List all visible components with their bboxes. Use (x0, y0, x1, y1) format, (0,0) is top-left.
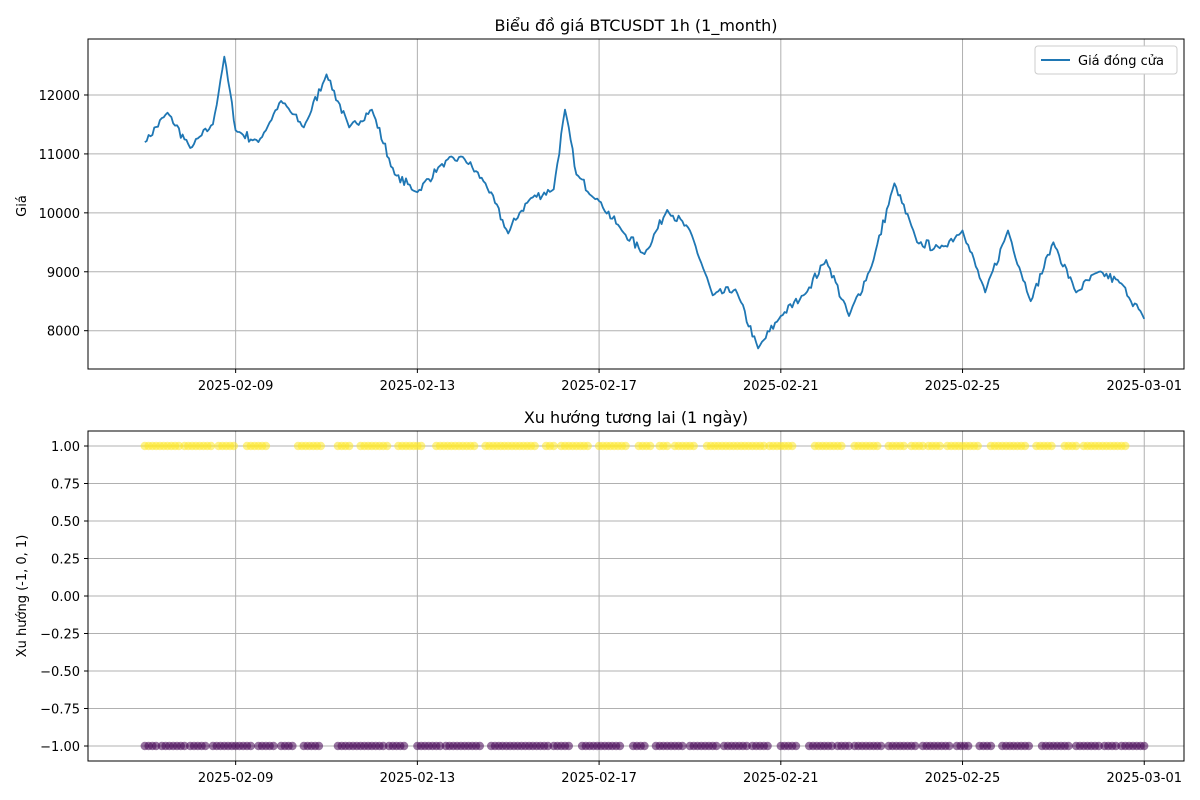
trend-chart-title: Xu hướng tương lai (1 ngày) (524, 408, 748, 427)
trend-point-up (837, 441, 846, 451)
trend-point-down (399, 741, 409, 751)
trend-point-down (246, 741, 255, 751)
y-tick-label: 12000 (39, 89, 80, 104)
trend-point-down (945, 741, 954, 751)
trend-point-down (1064, 741, 1073, 751)
trend-point-down (1140, 741, 1149, 751)
trend-point-down (640, 741, 649, 751)
x-tick-label: 2025-02-17 (561, 771, 637, 786)
trend-point-up (583, 441, 592, 451)
trend-point-up (206, 441, 216, 451)
trend-point-up (549, 441, 558, 451)
trend-point-up (788, 441, 797, 451)
trend-point-down (986, 741, 996, 751)
trend-point-up (1121, 441, 1130, 451)
trend-point-up (382, 441, 392, 451)
x-tick-label: 2025-03-01 (1106, 379, 1182, 394)
price-grid (88, 39, 1184, 369)
price-y-axis-label: Giá (15, 195, 30, 217)
y-tick-label: 0.50 (51, 515, 80, 530)
trend-point-down (288, 741, 297, 751)
trend-point-down (314, 741, 324, 751)
trend-grid (88, 431, 1184, 761)
price-plot-frame (87, 38, 1185, 370)
trend-point-up (345, 441, 354, 451)
trend-point-down (475, 741, 484, 751)
trend-point-down (678, 741, 687, 751)
trend-point-down (712, 741, 721, 751)
y-tick-label: 11000 (39, 148, 80, 163)
trend-point-up (1047, 441, 1056, 451)
price-series (144, 55, 1146, 350)
x-tick-label: 2025-02-09 (198, 379, 274, 394)
trend-point-down (791, 741, 801, 751)
trend-point-up (663, 441, 672, 451)
trend-point-up (1071, 441, 1081, 451)
trend-point-up (689, 441, 698, 451)
price-chart: Biểu đồ giá BTCUSDT 1h (1_month) Giá 202… (15, 16, 1185, 394)
trend-point-down (911, 741, 920, 751)
price-y-ticks: 8000 9000 10000 11000 12000 (39, 89, 88, 340)
trend-point-up (1020, 441, 1030, 451)
trend-point-down (876, 741, 886, 751)
trend-point-up (261, 441, 271, 451)
trend-point-down (763, 741, 772, 751)
legend-label-close-price: Giá đóng cửa (1078, 54, 1164, 69)
trend-point-up (470, 441, 479, 451)
legend-box (1034, 45, 1178, 75)
x-tick-label: 2025-03-01 (1106, 771, 1182, 786)
y-tick-label: −0.25 (40, 628, 80, 643)
x-tick-label: 2025-02-17 (561, 379, 637, 394)
trend-point-down (964, 741, 973, 751)
price-line-close (144, 55, 1146, 350)
trend-point-up (229, 441, 238, 451)
price-chart-title: Biểu đồ giá BTCUSDT 1h (1_month) (494, 16, 777, 36)
trend-point-up (530, 441, 539, 451)
x-tick-label: 2025-02-13 (380, 771, 456, 786)
trend-chart: Xu hướng tương lai (1 ngày) Xu hướng (-1… (15, 408, 1185, 786)
trend-point-up (646, 441, 655, 451)
y-tick-label: 1.00 (51, 440, 80, 455)
x-tick-label: 2025-02-21 (743, 379, 819, 394)
trend-point-down (201, 741, 210, 751)
trend-point-up (899, 441, 908, 451)
trend-point-down (269, 741, 278, 751)
y-tick-label: 0.75 (51, 478, 80, 493)
y-tick-label: 9000 (47, 266, 80, 281)
trend-point-down (564, 741, 573, 751)
trend-point-down (615, 741, 625, 751)
trend-x-ticks: 2025-02-09 2025-02-13 2025-02-17 2025-02-21… (198, 761, 1182, 786)
trend-point-down (1024, 741, 1034, 751)
trend-point-up (973, 441, 982, 451)
trend-point-up (935, 441, 944, 451)
trend-point-up (316, 441, 325, 451)
trend-y-ticks: −1.00 −0.75 −0.50 −0.25 0.00 0.25 0.50 0.75 1.00 (40, 440, 88, 755)
trend-point-up (621, 441, 630, 451)
x-tick-label: 2025-02-21 (743, 771, 819, 786)
x-tick-label: 2025-02-09 (198, 771, 274, 786)
x-tick-label: 2025-02-25 (925, 771, 1001, 786)
x-tick-label: 2025-02-25 (925, 379, 1001, 394)
trend-point-up (873, 441, 882, 451)
y-tick-label: −0.75 (40, 703, 80, 718)
y-tick-label: −0.50 (40, 665, 80, 680)
x-tick-label: 2025-02-13 (380, 379, 456, 394)
trend-y-axis-label: Xu hướng (-1, 0, 1) (15, 535, 30, 658)
price-legend: Giá đóng cửa (1034, 45, 1178, 75)
trend-point-up (417, 441, 426, 451)
y-tick-label: −1.00 (40, 740, 80, 755)
y-tick-label: 10000 (39, 207, 80, 222)
y-tick-label: 8000 (47, 325, 80, 340)
y-tick-label: 0.25 (51, 553, 80, 568)
price-x-ticks: 2025-02-09 2025-02-13 2025-02-17 2025-02-21… (198, 369, 1182, 394)
trend-series (140, 441, 1149, 751)
y-tick-label: 0.00 (51, 590, 80, 605)
